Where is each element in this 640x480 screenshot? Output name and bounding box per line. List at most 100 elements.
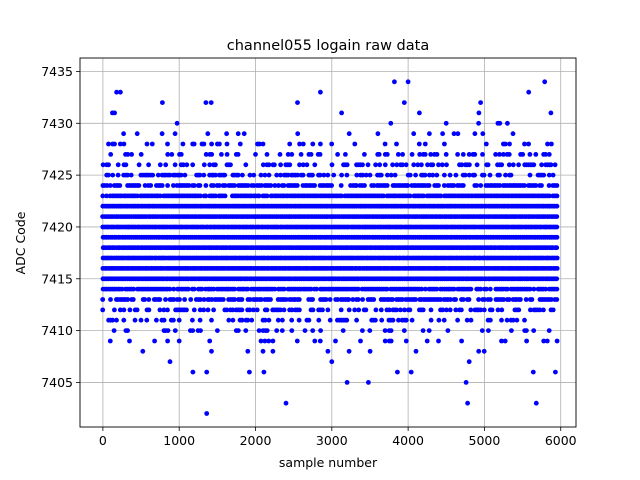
data-point [125,297,131,302]
data-point [550,307,556,313]
data-point [407,193,413,199]
data-point [472,131,478,137]
data-point [100,162,106,168]
data-point [144,317,150,323]
data-point [344,380,350,385]
data-point [527,286,533,292]
data-point [220,297,226,302]
data-point [453,307,459,313]
data-point [354,183,359,188]
data-point [245,317,251,323]
data-point [114,89,119,95]
data-point [442,172,447,178]
data-point [121,131,126,137]
data-point [199,286,205,292]
data-point [251,172,257,178]
data-point [115,162,121,168]
data-point [232,297,237,302]
data-point [253,152,258,157]
data-point [266,172,272,178]
data-point [224,152,230,157]
y-tick-label: 7420 [41,219,73,234]
data-point [434,286,440,292]
data-point [497,120,503,126]
data-point [123,162,129,168]
data-point [509,328,514,333]
data-point [298,152,304,157]
data-point [447,307,453,313]
data-point [524,328,529,333]
data-point [281,286,287,292]
data-point [422,141,428,147]
data-point [308,152,314,157]
data-point [117,307,123,313]
data-point [355,286,361,292]
data-point [277,152,283,157]
data-point [533,152,539,157]
data-point [520,152,526,157]
data-point [483,141,489,147]
data-point [157,307,163,313]
data-point [365,162,371,168]
data-point [358,338,363,344]
data-point [184,307,189,313]
data-point [482,297,487,302]
data-point [186,286,191,292]
data-point [522,183,527,188]
data-point [451,183,457,188]
data-point [371,183,377,188]
data-point [190,328,196,333]
data-point [172,131,178,137]
x-tick-label: 5000 [469,433,501,448]
data-point [213,172,219,178]
data-point [171,286,177,292]
data-point [165,307,170,313]
data-point [488,317,493,323]
data-point [493,152,498,157]
data-point [404,317,409,323]
data-point [480,152,485,157]
data-point [554,276,560,282]
data-point [394,307,399,313]
y-tick-label: 7425 [41,168,73,183]
data-point [531,328,537,333]
data-point [366,380,371,385]
data-point [390,317,396,323]
data-point [191,286,197,292]
data-point [430,172,436,178]
data-point [363,172,369,178]
data-point [354,172,360,178]
y-tick-label: 7405 [41,375,73,390]
data-point [243,328,249,333]
data-point [392,172,398,178]
data-point [186,183,192,188]
data-point [224,307,230,313]
data-point [466,359,472,365]
data-point [382,328,388,333]
data-point [541,338,547,344]
data-point [453,172,459,178]
chart-title: channel055 logain raw data [227,38,429,54]
data-point [425,162,430,168]
data-point [121,307,127,313]
data-point [297,141,302,147]
data-point [204,411,210,416]
data-points [100,79,560,416]
data-point [375,131,381,137]
data-point [107,338,113,344]
data-point [530,369,536,375]
data-point [213,162,218,168]
x-tick-label: 3000 [316,433,348,448]
data-point [346,307,352,313]
data-point [209,141,215,147]
data-point [394,141,399,147]
data-point [539,162,544,168]
data-point [310,307,316,313]
data-point [165,328,171,333]
data-point [451,131,457,137]
data-point [235,172,241,178]
data-point [415,162,421,168]
x-tick-label: 1000 [163,433,195,448]
data-point [438,193,444,199]
data-point [258,172,264,178]
